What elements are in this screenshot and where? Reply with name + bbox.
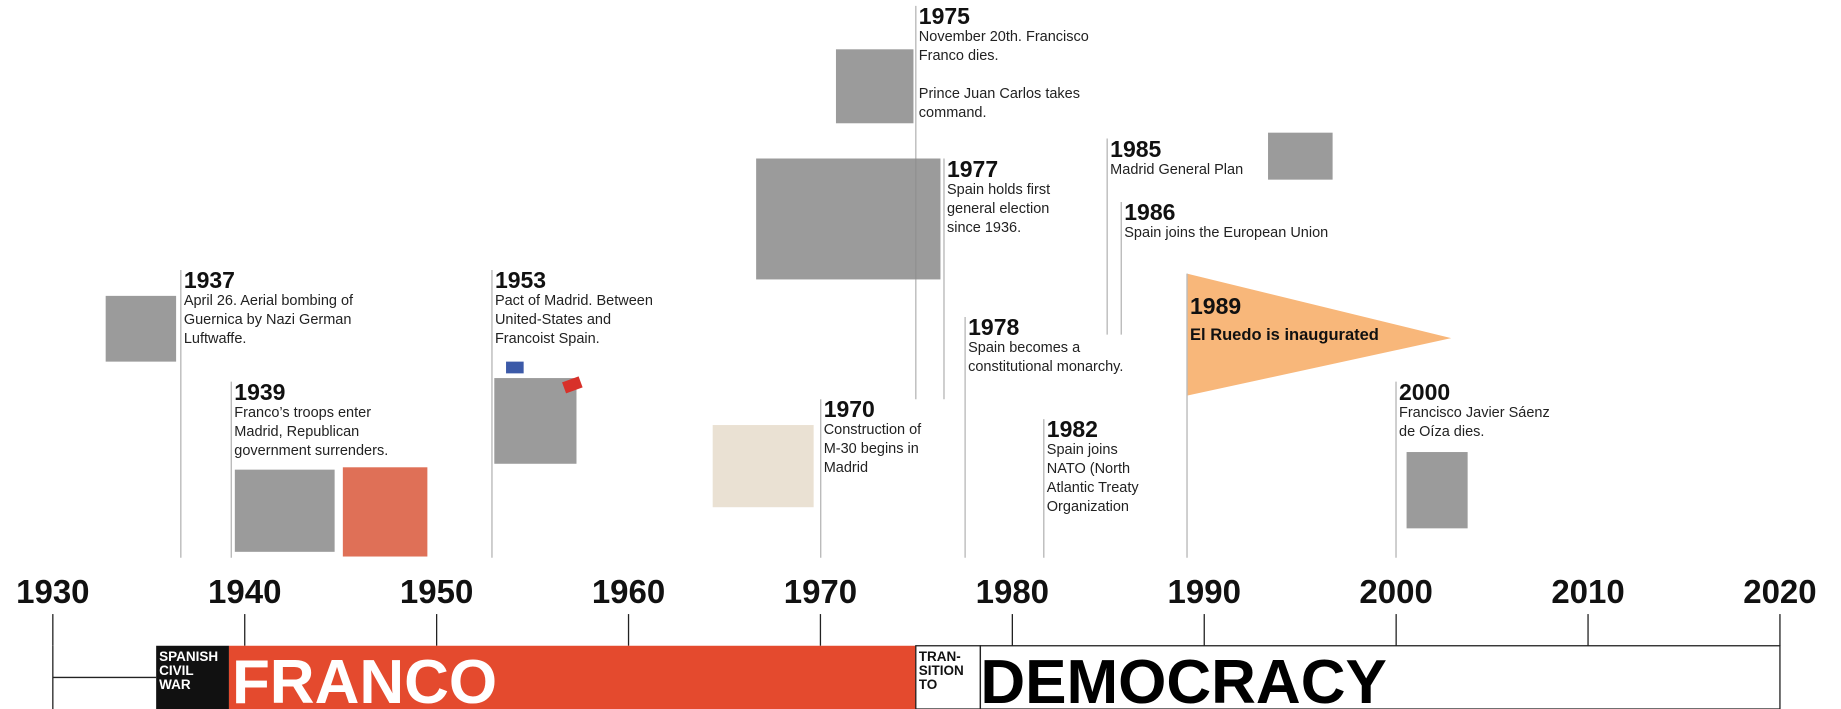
event-description: Spain joins NATO (North Atlantic Treaty … xyxy=(1047,441,1153,517)
tick-label: 1960 xyxy=(592,573,665,611)
event-year: 1953 xyxy=(495,268,659,292)
event-description: November 20th. Francisco Franco dies. xyxy=(919,28,1107,66)
photo xyxy=(1407,452,1468,528)
era-label: SPANISH CIVIL WAR xyxy=(159,650,219,692)
event-year: 1986 xyxy=(1124,200,1347,224)
tick-label: 1930 xyxy=(16,573,89,611)
photo xyxy=(106,296,176,362)
event-year: 1982 xyxy=(1047,417,1153,441)
event-description: El Ruedo is inaugurated xyxy=(1190,326,1437,345)
event-description: Construction of M-30 begins in Madrid xyxy=(824,421,936,478)
era-label: FRANCO xyxy=(232,650,915,709)
tick-label: 1970 xyxy=(784,573,857,611)
event-description: Franco’s troops enter Madrid, Republican… xyxy=(234,404,404,461)
tick-label: 2000 xyxy=(1359,573,1432,611)
event-year: 1975 xyxy=(919,4,1107,28)
event-year: 1939 xyxy=(234,380,404,404)
photo xyxy=(235,470,335,552)
event-description: Spain holds first general election since… xyxy=(947,181,1064,238)
tick-label: 1990 xyxy=(1168,573,1241,611)
era-label: TRAN-SITION TO xyxy=(919,650,969,692)
event-year: 1937 xyxy=(184,268,360,292)
tick-label: 1950 xyxy=(400,573,473,611)
tick-label: 2020 xyxy=(1743,573,1816,611)
event-year: 1989 xyxy=(1190,294,1437,318)
event-year: 1985 xyxy=(1110,137,1263,161)
event-year: 1977 xyxy=(947,157,1064,181)
event-description: Spain joins the European Union xyxy=(1124,224,1347,243)
event-description: Spain becomes a constitutional monarchy. xyxy=(968,339,1144,377)
tick-label: 2010 xyxy=(1551,573,1624,611)
event-year: 1970 xyxy=(824,397,936,421)
photo xyxy=(713,425,814,507)
event-description: Madrid General Plan xyxy=(1110,161,1263,180)
photo xyxy=(756,159,940,280)
photo xyxy=(494,378,576,464)
event-description: Prince Juan Carlos takes command. xyxy=(919,85,1107,123)
tick-label: 1940 xyxy=(208,573,281,611)
era-label: DEMOCRACY xyxy=(980,650,1776,709)
photo xyxy=(1268,133,1333,180)
event: 1989 El Ruedo is inaugurated xyxy=(1190,294,1437,345)
flag-icon xyxy=(506,362,524,374)
event-description: Pact of Madrid. Between United-States an… xyxy=(495,292,659,349)
timeline: 1930 1940 1950 1960 1970 1980 1990 2000 2010 2020… xyxy=(0,0,1841,709)
event-year: 2000 xyxy=(1399,380,1558,404)
event-year: 1978 xyxy=(968,315,1144,339)
event-description: Francisco Javier Sáenz de Oíza dies. xyxy=(1399,404,1558,442)
event-description: April 26. Aerial bombing of Guernica by … xyxy=(184,292,360,349)
photo xyxy=(836,49,913,123)
tick-label: 1980 xyxy=(976,573,1049,611)
photo xyxy=(343,467,428,556)
